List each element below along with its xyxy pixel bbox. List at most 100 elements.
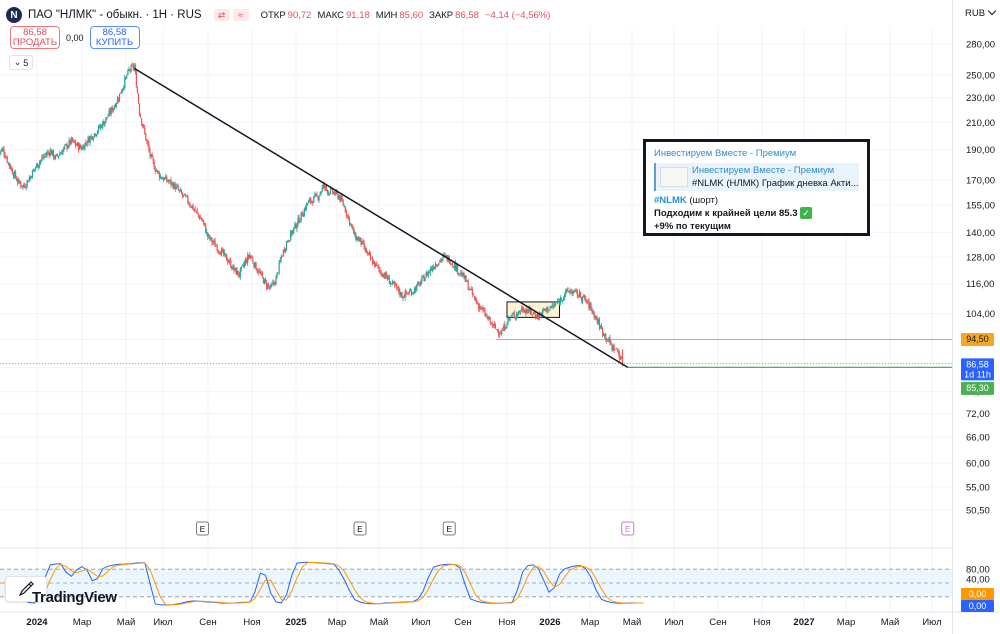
candle-body bbox=[421, 277, 423, 282]
candle-body bbox=[73, 140, 75, 143]
candle-body bbox=[568, 291, 570, 293]
candle-body bbox=[477, 303, 479, 305]
candle-body bbox=[617, 351, 619, 354]
price-axis[interactable]: 280,00 250,00 230,00 210,00 190,00 170,00 155,… bbox=[961, 40, 995, 613]
post-channel-name[interactable]: Инвестируем Вместе - Премиум bbox=[654, 148, 797, 159]
symbol-title[interactable]: ПАО "НЛМК" - обыкн. · 1Н · RUS bbox=[28, 9, 202, 21]
candle-body bbox=[50, 149, 52, 155]
candle-body bbox=[88, 137, 90, 143]
candle-body bbox=[111, 107, 113, 112]
candle-body bbox=[242, 265, 245, 267]
candle-body bbox=[51, 150, 53, 155]
candle-body bbox=[488, 317, 490, 320]
stochastic-d-line bbox=[0, 561, 644, 606]
candle-body bbox=[485, 315, 487, 316]
candle-body bbox=[259, 271, 261, 274]
candle-body bbox=[205, 225, 207, 234]
candle-body bbox=[200, 218, 203, 221]
candle-body bbox=[478, 303, 480, 309]
candle-body bbox=[28, 177, 30, 182]
trendline-segment bbox=[133, 67, 629, 369]
candle-body bbox=[0, 150, 2, 153]
candle-body bbox=[168, 181, 170, 183]
price-levels bbox=[0, 301, 952, 368]
candle-body bbox=[85, 142, 87, 144]
time-axis-tick: 2024 bbox=[26, 617, 48, 628]
candle-body bbox=[89, 136, 91, 143]
candle-body bbox=[502, 330, 504, 331]
candle-body bbox=[330, 188, 332, 194]
candle-body bbox=[86, 143, 88, 145]
candle-body bbox=[530, 310, 532, 315]
candle-body bbox=[388, 277, 390, 285]
candle-body bbox=[580, 297, 583, 301]
candle-body bbox=[70, 137, 72, 144]
currency-selector[interactable]: RUB bbox=[965, 8, 995, 19]
candle-body bbox=[123, 87, 125, 89]
time-axis[interactable]: 2024 Мар Май Июл Сен Ноя 2025 Мар Май Июл Сен Ноя 20… bbox=[26, 617, 941, 628]
candle-body bbox=[285, 241, 288, 250]
ohlc-high-label: МАКС bbox=[317, 9, 344, 21]
drawing-tool-button[interactable] bbox=[5, 576, 47, 602]
candle-body bbox=[314, 194, 316, 197]
candle-body bbox=[72, 140, 74, 142]
candle-body bbox=[404, 291, 406, 298]
candle-body bbox=[341, 196, 343, 201]
candle-body bbox=[338, 196, 340, 200]
candle-body bbox=[484, 310, 486, 316]
candle-body bbox=[194, 208, 196, 212]
candle-body bbox=[60, 153, 62, 155]
candle-body bbox=[596, 318, 598, 323]
candle-body bbox=[366, 252, 368, 254]
candle-body bbox=[6, 156, 8, 163]
candle-body bbox=[183, 194, 185, 196]
candle-body bbox=[58, 155, 60, 158]
price-axis-tick: 280,00 bbox=[966, 40, 995, 51]
candle-body bbox=[368, 252, 371, 255]
time-axis-tick: Ноя bbox=[498, 617, 515, 628]
candle-body bbox=[553, 305, 555, 307]
candle-body bbox=[281, 256, 283, 258]
candle-body bbox=[286, 240, 289, 242]
data-status-icon[interactable]: ≈ bbox=[232, 9, 249, 21]
candle-body bbox=[364, 248, 366, 250]
candle-body bbox=[296, 225, 298, 229]
candle-body bbox=[381, 274, 383, 277]
market-status-icon[interactable]: ⇄ bbox=[213, 9, 230, 21]
trendline[interactable] bbox=[133, 67, 629, 369]
candle-body bbox=[460, 272, 462, 275]
candle-body bbox=[409, 290, 411, 292]
candle-body bbox=[597, 319, 599, 324]
post-link-preview[interactable]: Инвестируем Вместе - Премиум #NLMK (НЛМК… bbox=[654, 163, 859, 191]
target-price-label: 85,30 bbox=[966, 383, 989, 393]
candle-body bbox=[414, 287, 416, 294]
candle-body bbox=[312, 201, 314, 204]
candle-body bbox=[593, 312, 595, 318]
indicators-toggle[interactable]: ⌄ 5 bbox=[9, 55, 33, 70]
candle-body bbox=[389, 283, 392, 285]
spread-value: 0,00 bbox=[66, 32, 84, 43]
buy-button[interactable]: 86,58 КУПИТЬ bbox=[89, 26, 140, 49]
candle-body bbox=[18, 179, 20, 183]
candle-body bbox=[109, 110, 111, 114]
sell-button[interactable]: 86,58 ПРОДАТЬ bbox=[10, 26, 60, 49]
candle-body bbox=[514, 316, 516, 319]
candle-body bbox=[382, 274, 384, 277]
trade-panel: 86,58 ПРОДАТЬ 0,00 86,58 КУПИТЬ bbox=[10, 26, 140, 49]
candle-body bbox=[193, 209, 195, 211]
symbol-logo-icon[interactable]: N bbox=[6, 7, 22, 23]
candle-body bbox=[578, 291, 581, 297]
candle-body bbox=[590, 303, 592, 309]
candle-body bbox=[181, 193, 184, 196]
tradingview-logo: TradingView bbox=[32, 589, 117, 606]
post-hashtag[interactable]: #NLMK bbox=[654, 195, 687, 206]
ohlc-close-label: ЗАКР bbox=[429, 9, 454, 21]
candle-body bbox=[222, 249, 225, 255]
candle-body bbox=[509, 318, 511, 320]
candle-body bbox=[490, 322, 492, 324]
candle-body bbox=[274, 282, 276, 285]
candle-body bbox=[47, 152, 49, 154]
